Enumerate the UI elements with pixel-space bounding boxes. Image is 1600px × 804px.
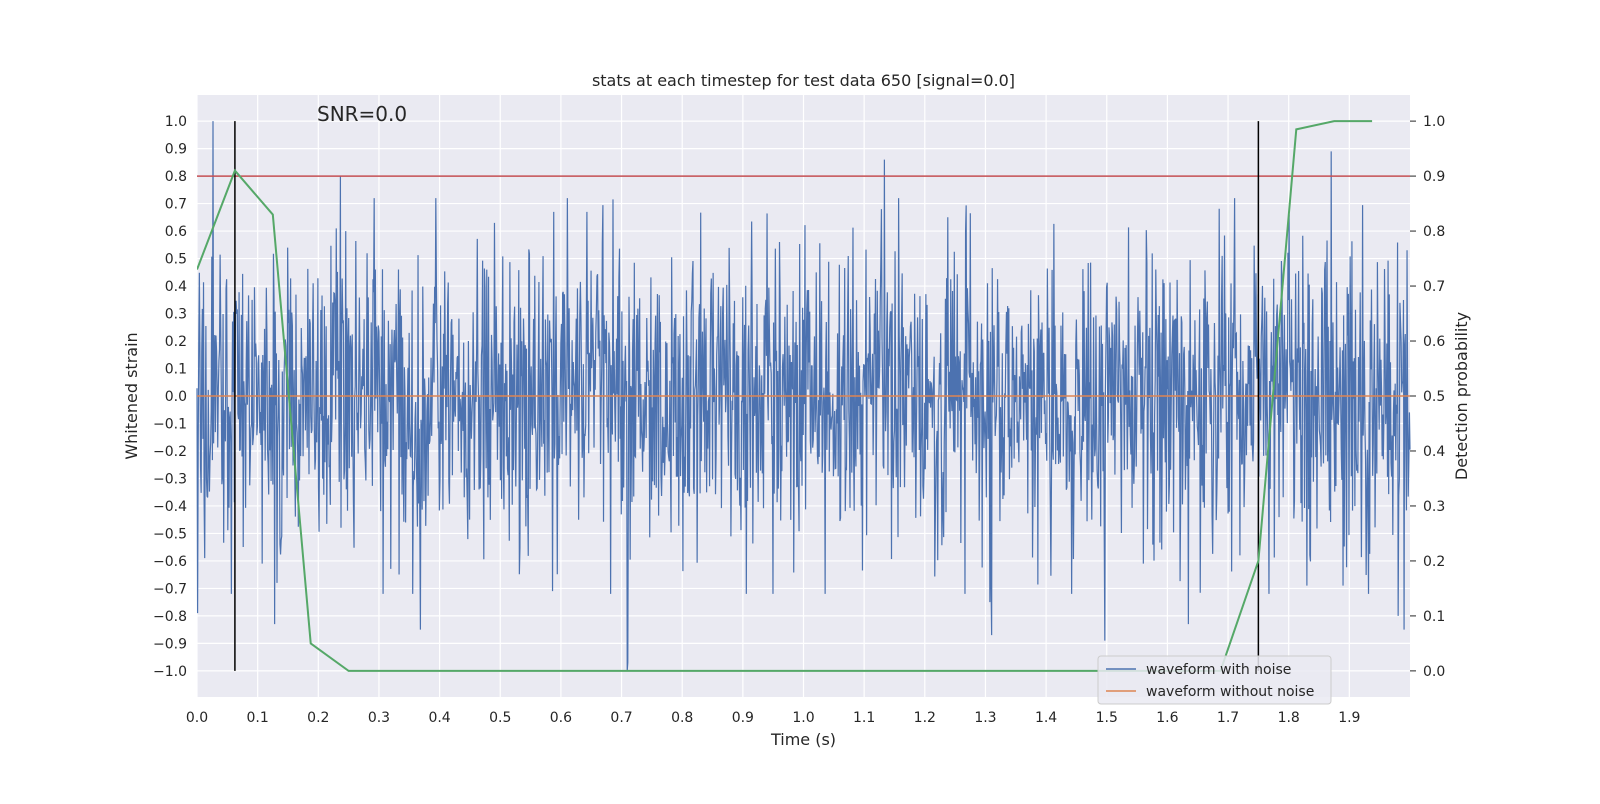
y-tick-label: 0.5 bbox=[165, 252, 187, 268]
y-tick-label: 0.6 bbox=[165, 224, 187, 240]
x-tick-label: 0.9 bbox=[732, 710, 754, 726]
series-layer bbox=[196, 121, 1411, 671]
y2-tick-label: 0.5 bbox=[1423, 389, 1445, 405]
x-tick-label: 1.6 bbox=[1156, 710, 1178, 726]
x-tick-label: 0.4 bbox=[428, 710, 450, 726]
x-tick-label: 0.3 bbox=[368, 710, 390, 726]
y-tick-label: −0.1 bbox=[153, 416, 187, 432]
y2-tick-label: 0.9 bbox=[1423, 169, 1445, 185]
y-tick-label: 0.1 bbox=[165, 362, 187, 378]
y2-axis-label: Detection probability bbox=[1452, 312, 1471, 480]
series-waveform-with-noise bbox=[196, 121, 1411, 671]
y2-tick-label: 0.2 bbox=[1423, 554, 1445, 570]
x-tick-label: 0.0 bbox=[186, 710, 208, 726]
y-tick-label: 0.7 bbox=[165, 197, 187, 213]
snr-annotation: SNR=0.0 bbox=[317, 102, 407, 126]
legend: waveform with noise waveform without noi… bbox=[1097, 655, 1332, 705]
y-tick-label: −0.3 bbox=[153, 471, 187, 487]
y-tick-label: 0.3 bbox=[165, 307, 187, 323]
x-axis-label: Time (s) bbox=[770, 730, 836, 749]
y-tick-label: −1.0 bbox=[153, 664, 187, 680]
x-tick-label: 0.2 bbox=[307, 710, 329, 726]
x-tick-label: 1.9 bbox=[1338, 710, 1360, 726]
x-tick-label: 0.8 bbox=[671, 710, 693, 726]
x-tick-label: 0.7 bbox=[610, 710, 632, 726]
y2-tick-label: 0.1 bbox=[1423, 609, 1445, 625]
x-tick-label: 0.5 bbox=[489, 710, 511, 726]
y-axis-label: Whitened strain bbox=[122, 332, 141, 459]
y-tick-label: 0.8 bbox=[165, 169, 187, 185]
y2-tick-label: 0.8 bbox=[1423, 224, 1445, 240]
y2-tick-label: 0.6 bbox=[1423, 334, 1445, 350]
x-tick-label: 0.1 bbox=[247, 710, 269, 726]
y-tick-label: 0.0 bbox=[165, 389, 187, 405]
legend-box bbox=[1097, 655, 1332, 705]
y-tick-label: 0.2 bbox=[165, 334, 187, 350]
y-tick-label: −0.8 bbox=[153, 609, 187, 625]
y-tick-label: −0.7 bbox=[153, 581, 187, 597]
y-tick-label: −0.4 bbox=[153, 499, 187, 515]
tick-labels: 0.0 0.1 0.2 0.3 0.4 0.5 0.6 0.7 0.8 0.9 1.0 1.1 1.2 1… bbox=[153, 114, 1445, 726]
legend-label-waveform-with-noise: waveform with noise bbox=[1146, 662, 1291, 678]
y-tick-label: −0.2 bbox=[153, 444, 187, 460]
y-tick-label: 1.0 bbox=[165, 114, 187, 130]
x-tick-label: 1.2 bbox=[914, 710, 936, 726]
x-tick-label: 1.8 bbox=[1278, 710, 1300, 726]
y2-tick-label: 0.4 bbox=[1423, 444, 1445, 460]
y2-tick-label: 0.3 bbox=[1423, 499, 1445, 515]
x-tick-label: 1.3 bbox=[974, 710, 996, 726]
legend-label-waveform-without-noise: waveform without noise bbox=[1146, 684, 1314, 700]
x-tick-label: 0.6 bbox=[550, 710, 572, 726]
chart-title: stats at each timestep for test data 650… bbox=[592, 71, 1015, 90]
x-tick-label: 1.5 bbox=[1096, 710, 1118, 726]
x-tick-label: 1.0 bbox=[792, 710, 814, 726]
y-tick-label: −0.9 bbox=[153, 636, 187, 652]
y-tick-label: 0.9 bbox=[165, 142, 187, 158]
y-tick-label: −0.6 bbox=[153, 554, 187, 570]
y-tick-label: 0.4 bbox=[165, 279, 187, 295]
y2-tick-label: 1.0 bbox=[1423, 114, 1445, 130]
y-tick-label: −0.5 bbox=[153, 526, 187, 542]
y2-tick-label: 0.7 bbox=[1423, 279, 1445, 295]
x-tick-label: 1.4 bbox=[1035, 710, 1057, 726]
x-tick-label: 1.1 bbox=[853, 710, 875, 726]
x-tick-label: 1.7 bbox=[1217, 710, 1239, 726]
y2-tick-label: 0.0 bbox=[1423, 664, 1445, 680]
